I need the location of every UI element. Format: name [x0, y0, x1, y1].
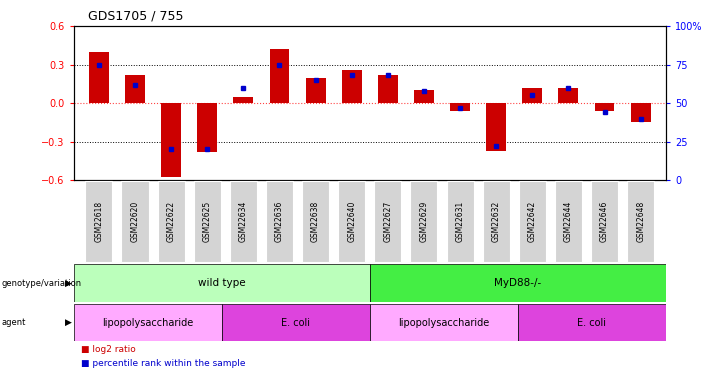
Bar — [483, 181, 510, 262]
Bar — [89, 52, 109, 103]
Text: ▶: ▶ — [64, 318, 72, 327]
Bar — [414, 90, 434, 103]
Text: GSM22636: GSM22636 — [275, 201, 284, 242]
Bar — [74, 264, 370, 302]
Bar — [125, 75, 145, 103]
Text: GSM22638: GSM22638 — [311, 201, 320, 242]
Bar — [559, 88, 578, 103]
Bar — [306, 78, 325, 103]
Text: MyD88-/-: MyD88-/- — [494, 278, 541, 288]
Bar — [197, 103, 217, 152]
Bar — [193, 181, 221, 262]
Bar — [338, 181, 365, 262]
Bar — [627, 181, 654, 262]
Bar — [342, 70, 362, 103]
Text: GSM22646: GSM22646 — [600, 201, 609, 242]
Text: GSM22618: GSM22618 — [95, 201, 103, 242]
Bar — [222, 304, 369, 341]
Bar — [522, 88, 543, 103]
Bar — [518, 304, 666, 341]
Bar — [266, 181, 293, 262]
Text: GSM22625: GSM22625 — [203, 201, 212, 242]
Bar — [378, 75, 397, 103]
Bar — [302, 181, 329, 262]
Text: GSM22627: GSM22627 — [383, 201, 393, 242]
Bar — [374, 181, 402, 262]
Text: GSM22622: GSM22622 — [167, 201, 176, 242]
Bar — [447, 181, 474, 262]
Text: GSM22632: GSM22632 — [491, 201, 501, 242]
Bar — [519, 181, 546, 262]
Bar — [591, 181, 618, 262]
Bar — [161, 103, 181, 177]
Text: E. coli: E. coli — [578, 318, 606, 327]
Bar — [86, 181, 112, 262]
Bar — [450, 103, 470, 111]
Bar — [370, 264, 666, 302]
Bar — [410, 181, 437, 262]
Text: E. coli: E. coli — [281, 318, 311, 327]
Bar — [74, 304, 222, 341]
Text: agent: agent — [1, 318, 26, 327]
Text: ▶: ▶ — [64, 279, 72, 288]
Bar — [270, 50, 290, 103]
Text: GSM22644: GSM22644 — [564, 201, 573, 242]
Bar — [233, 97, 253, 103]
Bar — [121, 181, 149, 262]
Text: lipopolysaccharide: lipopolysaccharide — [398, 318, 489, 327]
Text: GSM22640: GSM22640 — [347, 201, 356, 242]
Text: ■ log2 ratio: ■ log2 ratio — [81, 345, 135, 354]
Text: GSM22648: GSM22648 — [637, 201, 645, 242]
Bar — [370, 304, 518, 341]
Text: GSM22620: GSM22620 — [130, 201, 139, 242]
Text: GSM22634: GSM22634 — [239, 201, 248, 242]
Bar — [555, 181, 582, 262]
Text: lipopolysaccharide: lipopolysaccharide — [102, 318, 193, 327]
Bar — [631, 103, 651, 122]
Text: ■ percentile rank within the sample: ■ percentile rank within the sample — [81, 359, 245, 368]
Bar — [230, 181, 257, 262]
Text: GSM22642: GSM22642 — [528, 201, 537, 242]
Text: GSM22631: GSM22631 — [456, 201, 465, 242]
Bar — [158, 181, 184, 262]
Text: genotype/variation: genotype/variation — [1, 279, 81, 288]
Bar — [594, 103, 615, 111]
Text: wild type: wild type — [198, 278, 245, 288]
Bar — [486, 103, 506, 150]
Text: GDS1705 / 755: GDS1705 / 755 — [88, 9, 183, 22]
Text: GSM22629: GSM22629 — [419, 201, 428, 242]
